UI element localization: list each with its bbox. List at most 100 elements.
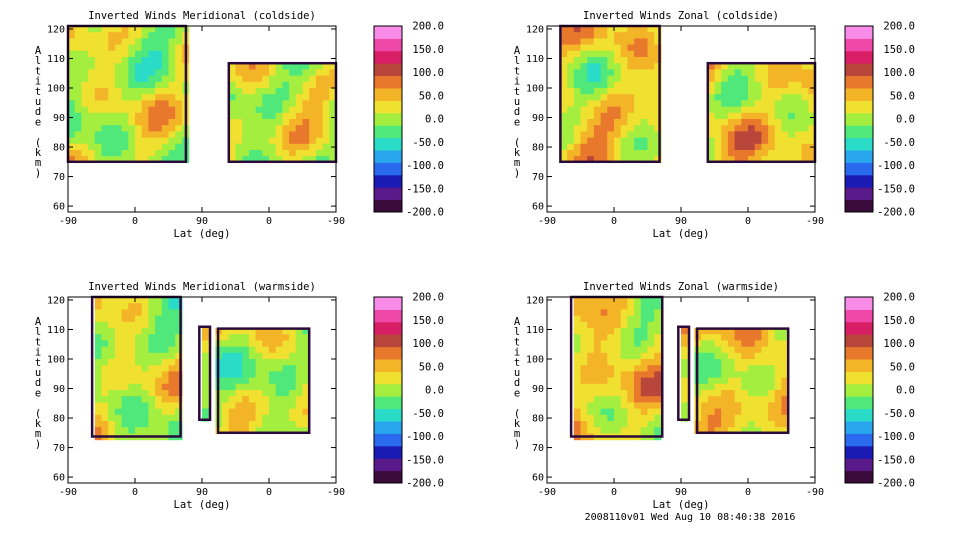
- contour-cell: [302, 402, 310, 410]
- contour-cell: [242, 371, 250, 379]
- contour-cell: [295, 112, 304, 120]
- contour-cell: [161, 100, 170, 108]
- contour-cell: [768, 63, 776, 70]
- contour-cell: [148, 63, 156, 70]
- contour-cell: [94, 125, 103, 132]
- contour-cell: [654, 365, 662, 372]
- contour-cell: [135, 309, 143, 317]
- contour-cell: [108, 50, 116, 58]
- contour-cell: [748, 352, 756, 360]
- contour-cell: [768, 365, 776, 372]
- contour-cell: [141, 44, 149, 52]
- contour-cell: [101, 309, 109, 317]
- contour-cell: [721, 100, 729, 108]
- contour-cell: [781, 408, 789, 416]
- contour-cell: [114, 143, 123, 151]
- contour-cell: [155, 26, 163, 33]
- contour-cell: [148, 371, 156, 379]
- contour-cell: [168, 38, 176, 46]
- contour-cell: [654, 359, 662, 366]
- contour-cell: [647, 421, 655, 428]
- contour-cell: [282, 390, 290, 397]
- contour-cell: [121, 365, 129, 372]
- contour-cell: [593, 88, 602, 95]
- contour-cell: [114, 408, 123, 416]
- contour-cell: [761, 421, 769, 428]
- contour-cell: [175, 346, 183, 354]
- contour-cell: [774, 427, 783, 434]
- contour-cell: [587, 315, 595, 323]
- y-axis-label-char: ): [35, 167, 41, 179]
- colorbar-swatch: [374, 187, 402, 201]
- contour-cell: [654, 334, 662, 341]
- contour-cell: [634, 408, 642, 416]
- contour-cell: [81, 38, 89, 46]
- contour-cell: [654, 119, 662, 126]
- colorbar-tick-label: 200.0: [883, 21, 915, 33]
- contour-cell: [121, 408, 129, 416]
- contour-cell: [141, 371, 149, 379]
- colorbar-tick-label: 200.0: [883, 292, 915, 304]
- contour-cell: [248, 377, 257, 385]
- contour-cell: [741, 150, 749, 157]
- contour-cell: [600, 321, 608, 329]
- contour-cell: [114, 321, 123, 329]
- contour-cell: [94, 156, 103, 163]
- y-axis-label-char: t: [35, 86, 41, 98]
- contour-cell: [81, 125, 89, 132]
- contour-cell: [81, 26, 89, 33]
- contour-cell: [587, 38, 595, 46]
- contour-cell: [121, 44, 129, 52]
- contour-cell: [634, 352, 642, 360]
- contour-cell: [121, 359, 129, 366]
- contour-cell: [135, 383, 143, 391]
- contour-cell: [681, 365, 689, 372]
- panel-4: Inverted Winds Zonal (warmside)-90 0 90 0 -9…: [514, 281, 915, 511]
- contour-cell: [235, 150, 243, 157]
- colorbar-tick-label: -200.0: [877, 478, 915, 490]
- contour-cell: [714, 396, 722, 403]
- contour-cell: [94, 328, 103, 335]
- contour-cell: [620, 112, 628, 120]
- contour-cell: [727, 396, 736, 403]
- contour-cell: [707, 421, 716, 428]
- contour-cell: [295, 346, 304, 354]
- contour-cell: [734, 414, 742, 422]
- contour-cell: [161, 106, 170, 114]
- contour-cell: [295, 427, 304, 434]
- contour-cell: [68, 150, 76, 157]
- contour-cell: [620, 402, 628, 410]
- contour-cell: [141, 390, 149, 397]
- contour-cell: [721, 414, 729, 422]
- colorbar: 200.0150.0100.050.00.0-50.0-100.0-150.0-…: [373, 21, 444, 219]
- contour-cell: [620, 377, 628, 385]
- contour-cell: [101, 340, 109, 348]
- contour-cell: [627, 383, 635, 391]
- contour-cell: [295, 408, 304, 416]
- contour-cell: [101, 143, 109, 151]
- contour-cell: [202, 352, 210, 360]
- contour-cell: [600, 328, 608, 335]
- contour-cell: [302, 63, 310, 70]
- contour-cell: [587, 125, 595, 132]
- contour-cell: [128, 408, 136, 416]
- contour-cell: [774, 63, 783, 70]
- contour-cell: [74, 100, 82, 108]
- contour-cell: [573, 44, 582, 52]
- contour-cell: [108, 334, 116, 341]
- contour-cell: [262, 346, 270, 354]
- contour-cell: [580, 143, 588, 151]
- y-tick-label: 80: [532, 414, 544, 425]
- colorbar-tick-label: 50.0: [890, 90, 915, 102]
- contour-cell: [620, 427, 628, 434]
- contour-cell: [114, 352, 123, 360]
- contour-cell: [794, 119, 803, 126]
- contour-cell: [788, 119, 796, 126]
- contour-cell: [634, 75, 642, 83]
- contour-cell: [175, 408, 183, 416]
- contour-cell: [135, 100, 143, 108]
- contour-cell: [94, 26, 103, 33]
- contour-cell: [255, 69, 263, 77]
- contour-cell: [255, 396, 263, 403]
- y-axis-label-char: t: [514, 357, 520, 369]
